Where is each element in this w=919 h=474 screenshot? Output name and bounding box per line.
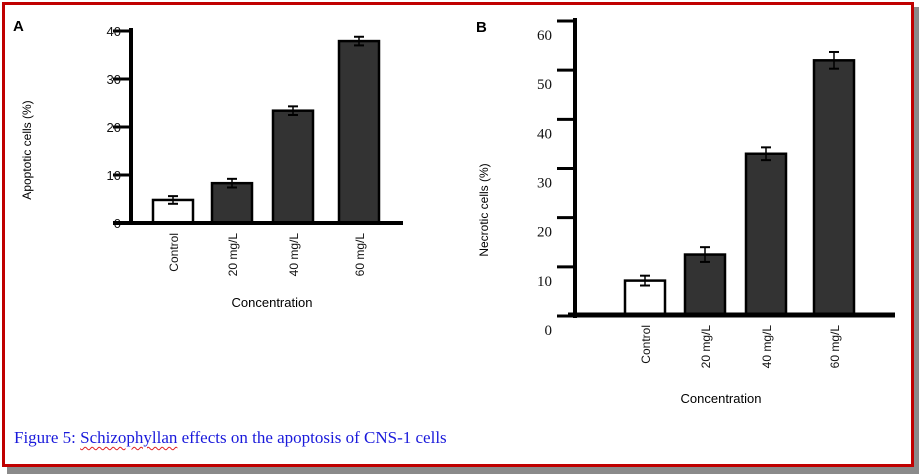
y-tick-label: 10	[107, 168, 121, 183]
x-tick-label: 20 mg/L	[226, 233, 240, 277]
y-tick-label: 0	[545, 323, 553, 339]
x-tick-label: 60 mg/L	[353, 233, 367, 277]
panel-b-ylabel: Necrotic cells (%)	[477, 163, 491, 256]
figure-caption: Figure 5: Schizophyllan effects on the a…	[14, 428, 447, 448]
y-tick-label: 40	[107, 24, 121, 39]
panel-b-xlabel: Concentration	[681, 391, 762, 406]
y-tick-label: 10	[537, 274, 552, 290]
panel-b: B Necrotic cells (%) Concentration 0 10 20…	[476, 18, 895, 406]
caption-suffix: effects on the apoptosis of CNS-1 cells	[177, 428, 447, 447]
caption-prefix: Figure 5:	[14, 428, 81, 447]
caption-underlined-word: Schizophyllan	[80, 428, 178, 447]
panel-b-label: B	[476, 19, 487, 36]
x-tick-label: 40 mg/L	[760, 325, 774, 369]
y-tick-label: 40	[537, 126, 552, 142]
bar-20-mg-l	[210, 181, 254, 225]
y-tick-label: 60	[537, 28, 552, 44]
panel-a-label: A	[13, 18, 24, 35]
bar-40-mg-l	[271, 109, 315, 225]
y-tick-label: 30	[107, 72, 121, 87]
bar-40-mg-l	[744, 152, 788, 318]
bar-60-mg-l	[337, 39, 381, 225]
x-tick-label: Control	[639, 325, 653, 364]
x-tick-label: 40 mg/L	[287, 233, 301, 277]
bar-20-mg-l	[683, 253, 727, 318]
y-tick-label: 50	[537, 77, 552, 93]
y-tick-label: 30	[537, 176, 552, 192]
x-tick-label: 20 mg/L	[699, 325, 713, 369]
panel-a-xlabel: Concentration	[232, 295, 313, 310]
panel-a: A Apoptotic cells (%) Concentration 0102…	[13, 18, 403, 310]
y-tick-label: 20	[107, 120, 121, 135]
y-tick-label: 20	[537, 225, 552, 241]
panel-a-ylabel: Apoptotic cells (%)	[20, 100, 34, 199]
bar-60-mg-l	[812, 59, 856, 318]
x-tick-label: Control	[167, 233, 181, 272]
x-tick-label: 60 mg/L	[828, 325, 842, 369]
